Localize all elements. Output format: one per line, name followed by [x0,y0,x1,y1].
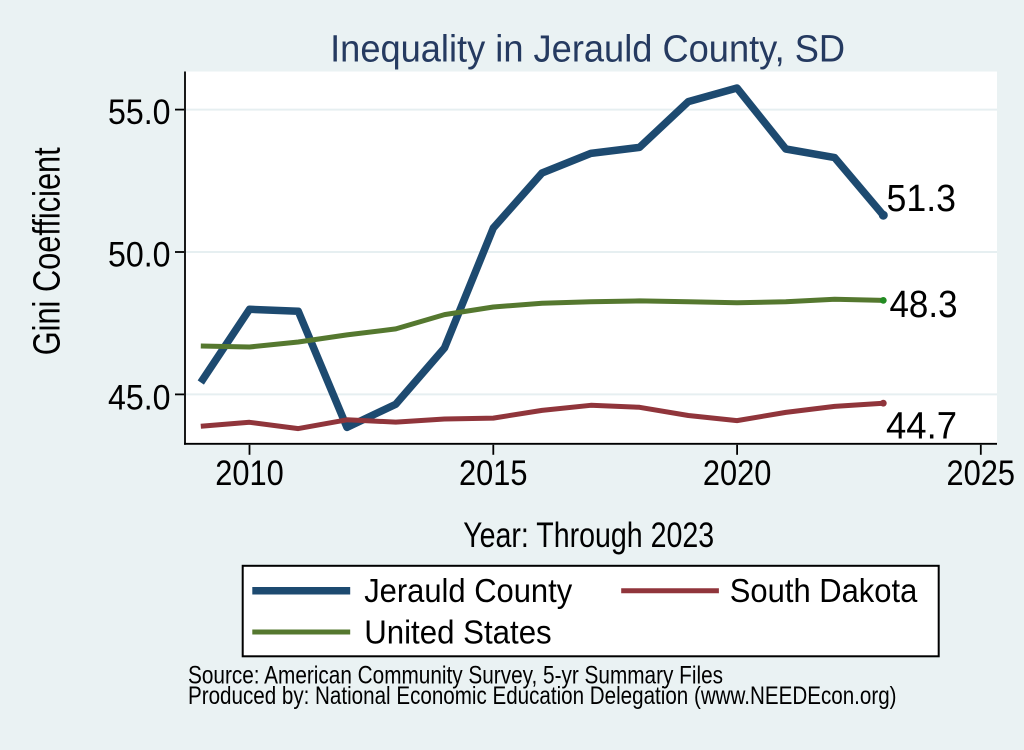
svg-text:48.3: 48.3 [890,284,958,326]
svg-text:Gini Coefficient: Gini Coefficient [27,147,69,355]
svg-text:Source: American Community Sur: Source: American Community Survey, 5-yr … [188,662,723,690]
svg-text:Inequality in Jerauld County,: Inequality in Jerauld County, SD [330,29,845,71]
svg-text:2020: 2020 [703,454,772,493]
svg-text:Jerauld County: Jerauld County [364,572,572,609]
svg-text:51.3: 51.3 [887,178,957,220]
svg-text:2025: 2025 [947,454,1016,493]
svg-text:45.0: 45.0 [108,378,171,417]
svg-text:Produced by: National Economic: Produced by: National Economic Education… [188,682,897,710]
svg-text:Year: Through 2023: Year: Through 2023 [463,516,714,555]
svg-text:United States: United States [364,613,552,650]
svg-text:50.0: 50.0 [108,235,171,274]
svg-text:2010: 2010 [215,454,284,493]
svg-text:44.7: 44.7 [886,405,957,447]
svg-text:South Dakota: South Dakota [730,572,918,609]
svg-text:2015: 2015 [459,454,528,493]
svg-text:55.0: 55.0 [108,93,171,132]
